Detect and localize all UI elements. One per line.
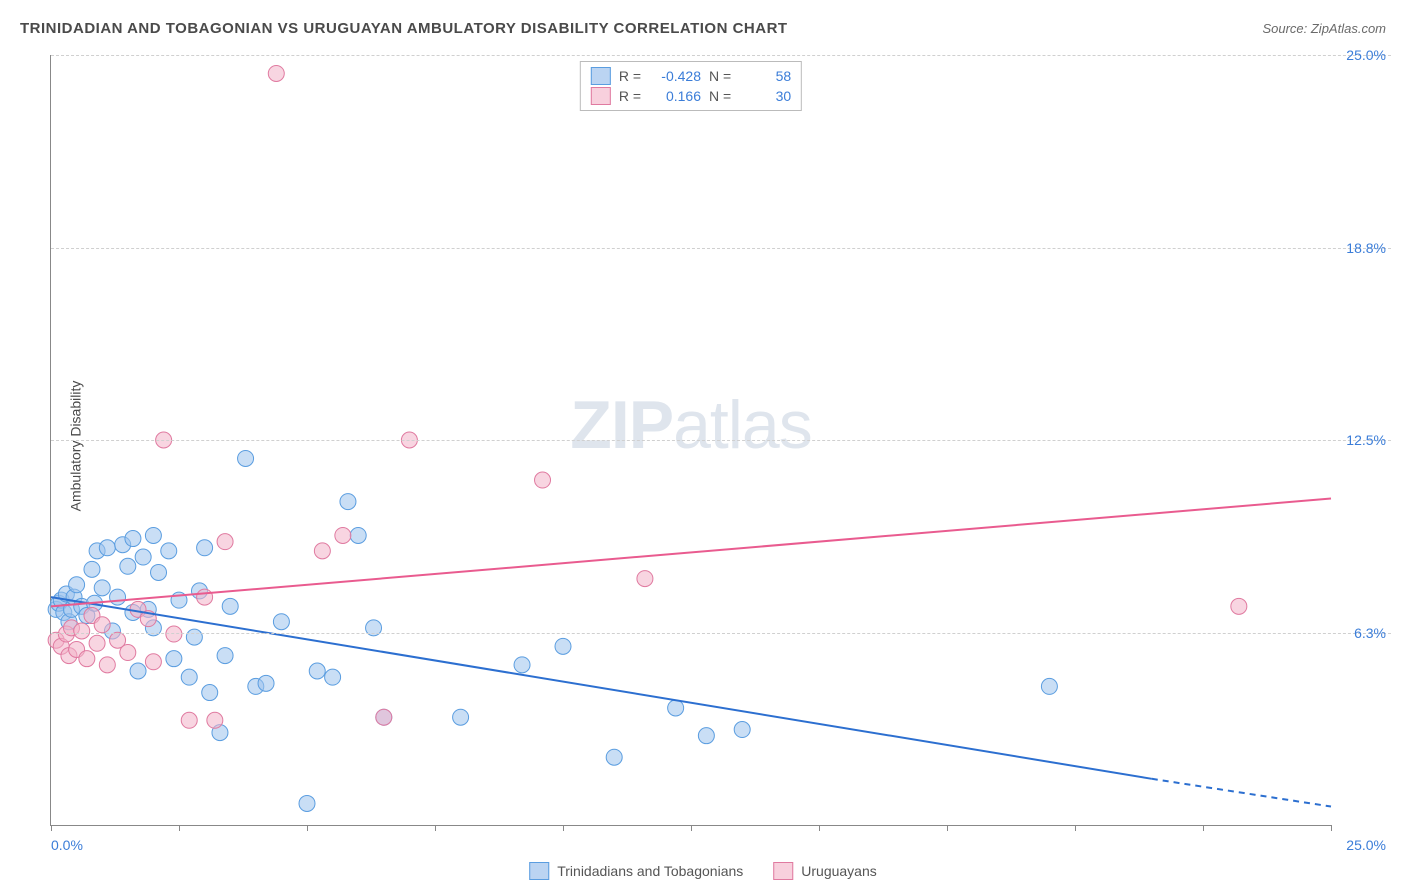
- gridline: [51, 633, 1391, 634]
- x-tick-mark: [819, 825, 820, 831]
- y-tick-label: 25.0%: [1346, 47, 1386, 63]
- data-point: [238, 450, 254, 466]
- data-point: [606, 749, 622, 765]
- data-point: [335, 527, 351, 543]
- x-tick-mark: [307, 825, 308, 831]
- data-point: [698, 728, 714, 744]
- y-tick-label: 12.5%: [1346, 432, 1386, 448]
- data-point: [299, 795, 315, 811]
- x-tick-mark: [1075, 825, 1076, 831]
- data-point: [268, 65, 284, 81]
- data-point: [309, 663, 325, 679]
- legend-label: Trinidadians and Tobagonians: [557, 863, 743, 879]
- data-point: [637, 571, 653, 587]
- x-tick-mark: [435, 825, 436, 831]
- x-tick-mark: [1331, 825, 1332, 831]
- data-point: [222, 598, 238, 614]
- legend-item: Uruguayans: [773, 862, 877, 880]
- data-point: [314, 543, 330, 559]
- data-point: [273, 614, 289, 630]
- legend-item: Trinidadians and Tobagonians: [529, 862, 743, 880]
- data-point: [89, 635, 105, 651]
- data-point: [84, 561, 100, 577]
- data-point: [181, 712, 197, 728]
- x-tick-mark: [563, 825, 564, 831]
- x-tick-mark: [51, 825, 52, 831]
- data-point: [668, 700, 684, 716]
- data-point: [94, 617, 110, 633]
- data-point: [202, 685, 218, 701]
- chart-source: Source: ZipAtlas.com: [1262, 21, 1386, 36]
- data-point: [110, 589, 126, 605]
- data-point: [151, 564, 167, 580]
- data-point: [99, 657, 115, 673]
- swatch-pink: [773, 862, 793, 880]
- data-point: [74, 623, 90, 639]
- data-point: [325, 669, 341, 685]
- data-point: [94, 580, 110, 596]
- data-point: [555, 638, 571, 654]
- y-tick-label: 6.3%: [1354, 625, 1386, 641]
- plot-area: ZIPatlas R = -0.428 N = 58 R = 0.166 N =…: [50, 55, 1331, 826]
- data-point: [120, 558, 136, 574]
- swatch-blue: [529, 862, 549, 880]
- data-point: [166, 651, 182, 667]
- chart-title: TRINIDADIAN AND TOBAGONIAN VS URUGUAYAN …: [20, 20, 788, 37]
- data-point: [340, 494, 356, 510]
- data-point: [258, 675, 274, 691]
- data-point: [69, 577, 85, 593]
- x-tick-mark: [179, 825, 180, 831]
- data-point: [197, 540, 213, 556]
- data-point: [514, 657, 530, 673]
- legend-label: Uruguayans: [801, 863, 877, 879]
- data-point: [207, 712, 223, 728]
- gridline: [51, 440, 1391, 441]
- trend-line-dashed: [1152, 779, 1331, 807]
- chart-header: TRINIDADIAN AND TOBAGONIAN VS URUGUAYAN …: [20, 20, 1386, 37]
- data-point: [166, 626, 182, 642]
- data-point: [453, 709, 469, 725]
- data-point: [161, 543, 177, 559]
- data-point: [1041, 678, 1057, 694]
- data-point: [120, 645, 136, 661]
- gridline: [51, 55, 1391, 56]
- x-tick-mark: [947, 825, 948, 831]
- data-point: [376, 709, 392, 725]
- data-point: [130, 663, 146, 679]
- series-legend: Trinidadians and Tobagonians Uruguayans: [529, 862, 877, 880]
- x-tick-max: 25.0%: [1346, 837, 1386, 853]
- data-point: [734, 722, 750, 738]
- y-tick-label: 18.8%: [1346, 240, 1386, 256]
- gridline: [51, 248, 1391, 249]
- data-point: [99, 540, 115, 556]
- trend-line: [51, 499, 1331, 607]
- data-point: [1231, 598, 1247, 614]
- data-point: [535, 472, 551, 488]
- data-point: [79, 651, 95, 667]
- x-tick-mark: [1203, 825, 1204, 831]
- data-point: [145, 527, 161, 543]
- data-point: [197, 589, 213, 605]
- x-tick-mark: [691, 825, 692, 831]
- data-point: [181, 669, 197, 685]
- data-point: [217, 648, 233, 664]
- data-point: [350, 527, 366, 543]
- data-point: [125, 531, 141, 547]
- data-point: [217, 534, 233, 550]
- x-tick-min: 0.0%: [51, 837, 83, 853]
- data-point: [145, 654, 161, 670]
- data-point: [135, 549, 151, 565]
